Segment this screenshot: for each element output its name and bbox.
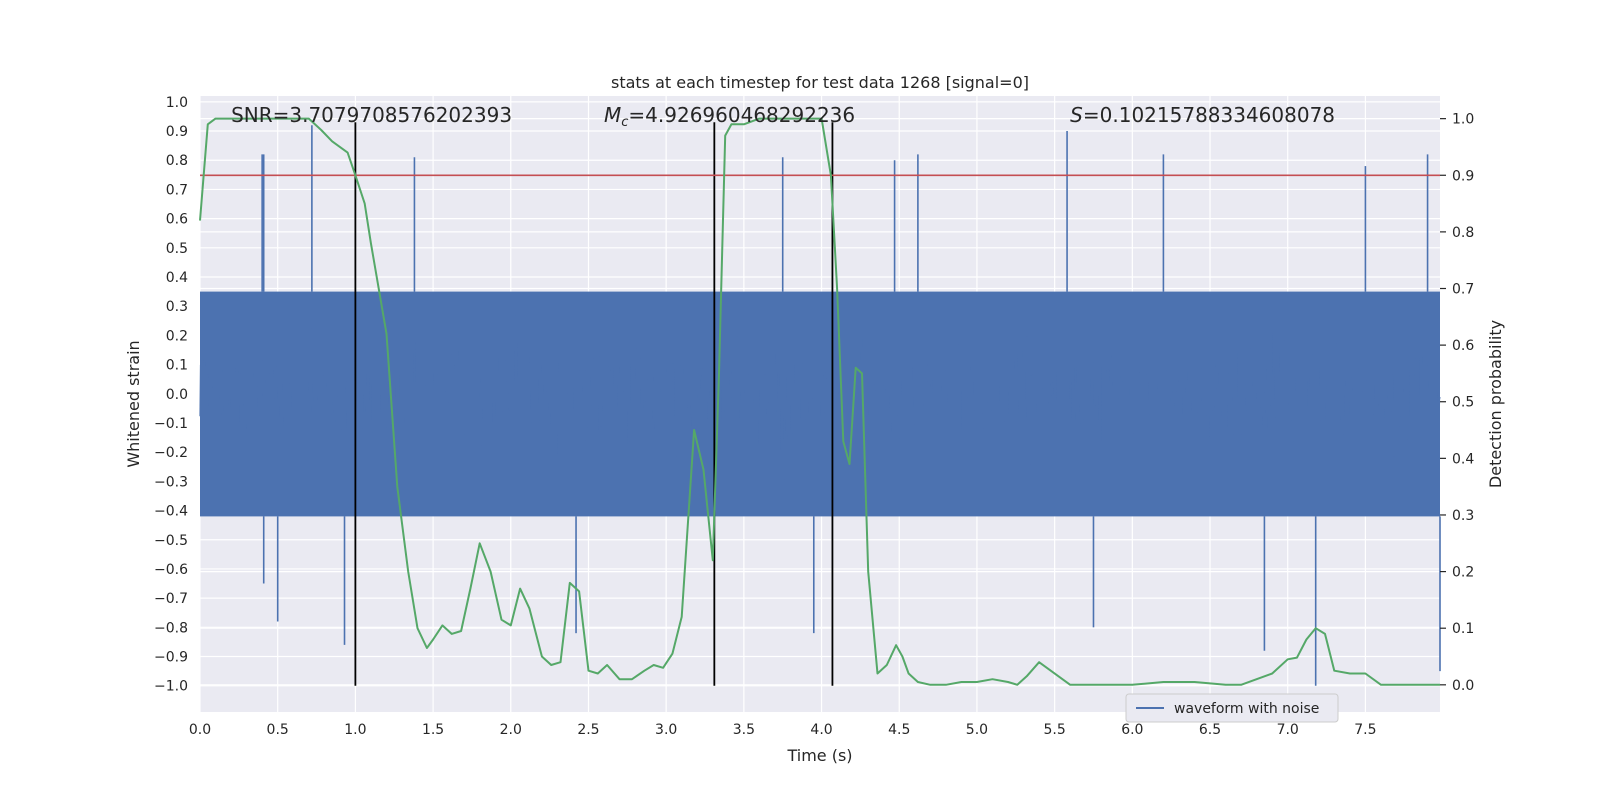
y-left-tick-label-5: 0.5 xyxy=(166,241,188,257)
y-left-tick-label-7: 0.3 xyxy=(166,299,188,315)
y-right-tick-label-10: 0.0 xyxy=(1452,678,1474,694)
x-tick-label-8: 4.0 xyxy=(810,722,832,738)
x-tick-label-4: 2.0 xyxy=(500,722,522,738)
y-left-axis-ticks: 1.0 0.9 0.8 0.7 0.6 0.5 0.4 0.3 0.2 0.1 0.0 −0.1 −0.… xyxy=(154,95,188,695)
y-left-tick-label-3: 0.7 xyxy=(166,182,188,198)
x-tick-label-14: 7.0 xyxy=(1277,722,1299,738)
x-tick-label-3: 1.5 xyxy=(422,722,444,738)
x-tick-label-1: 0.5 xyxy=(267,722,289,738)
y-right-tick-label-4: 0.6 xyxy=(1452,338,1474,354)
legend-label-waveform: waveform with noise xyxy=(1174,701,1319,717)
y-left-tick-label-20: −1.0 xyxy=(154,679,188,695)
x-tick-label-12: 6.0 xyxy=(1121,722,1143,738)
y-left-tick-label-18: −0.8 xyxy=(154,620,188,636)
y-right-tick-label-6: 0.4 xyxy=(1452,451,1474,467)
y-right-tick-label-5: 0.5 xyxy=(1452,395,1474,411)
legend: waveform with noise xyxy=(1125,693,1339,723)
y-right-tick-label-8: 0.2 xyxy=(1452,565,1474,581)
x-tick-label-10: 5.0 xyxy=(966,722,988,738)
y-right-tick-label-9: 0.1 xyxy=(1452,621,1474,637)
y-right-tick-label-2: 0.8 xyxy=(1452,225,1474,241)
y-left-tick-label-17: −0.7 xyxy=(154,591,188,607)
x-tick-label-0: 0.0 xyxy=(189,722,211,738)
x-axis-ticks: 0.0 0.5 1.0 1.5 2.0 2.5 3.0 3.5 4.0 4.5 5.0 5.5 6.0 6… xyxy=(189,722,1377,738)
mc-annotation: Mc=4.926960468292236 xyxy=(604,103,855,130)
x-tick-label-13: 6.5 xyxy=(1199,722,1221,738)
y-left-tick-label-15: −0.5 xyxy=(154,533,188,549)
x-tick-label-6: 3.0 xyxy=(655,722,677,738)
y-right-tick-label-0: 1.0 xyxy=(1452,112,1474,128)
y-left-tick-label-11: −0.1 xyxy=(154,416,188,432)
y-left-tick-label-16: −0.6 xyxy=(154,562,188,578)
y-left-tick-label-13: −0.3 xyxy=(154,474,188,490)
y-left-tick-label-8: 0.2 xyxy=(166,328,188,344)
probability-line xyxy=(199,117,1440,686)
y-left-axis-title: Whitened strain xyxy=(124,340,143,467)
y-right-tick-label-1: 0.9 xyxy=(1452,168,1474,184)
y-left-tick-label-14: −0.4 xyxy=(154,504,188,520)
snr-annotation: SNR=3.7079708576202393 xyxy=(231,103,512,127)
chart-title: stats at each timestep for test data 126… xyxy=(611,73,1029,92)
annotations: SNR=3.7079708576202393 Mc=4.926960468292… xyxy=(231,103,1335,130)
x-axis-title: Time (s) xyxy=(786,746,852,765)
y-left-tick-label-10: 0.0 xyxy=(166,387,188,403)
y-left-tick-label-6: 0.4 xyxy=(166,270,188,286)
waveform-line xyxy=(199,292,1441,494)
y-left-tick-label-2: 0.8 xyxy=(166,153,188,169)
y-left-tick-label-12: −0.2 xyxy=(154,445,188,461)
x-tick-label-2: 1.0 xyxy=(344,722,366,738)
x-tick-label-7: 3.5 xyxy=(733,722,755,738)
y-left-tick-label-1: 0.9 xyxy=(166,124,188,140)
y-right-axis-ticks: 1.0 0.9 0.8 0.7 0.6 0.5 0.4 0.3 0.2 0.1 0.0 xyxy=(1440,112,1474,694)
x-tick-label-15: 7.5 xyxy=(1354,722,1376,738)
probability-series xyxy=(199,117,1440,686)
y-right-tick-label-3: 0.7 xyxy=(1452,282,1474,298)
y-right-axis-title: Detection probability xyxy=(1486,320,1505,488)
waveform-series xyxy=(199,125,1441,686)
x-tick-label-5: 2.5 xyxy=(577,722,599,738)
y-left-tick-label-19: −0.9 xyxy=(154,650,188,666)
y-left-tick-label-9: 0.1 xyxy=(166,358,188,374)
y-left-tick-label-0: 1.0 xyxy=(166,95,188,111)
x-tick-label-11: 5.5 xyxy=(1044,722,1066,738)
s-annotation: S=0.10215788334608078 xyxy=(1070,103,1335,127)
x-tick-label-9: 4.5 xyxy=(888,722,910,738)
y-left-tick-label-4: 0.6 xyxy=(166,212,188,228)
legend-box xyxy=(1125,693,1339,723)
y-right-tick-label-7: 0.3 xyxy=(1452,508,1474,524)
